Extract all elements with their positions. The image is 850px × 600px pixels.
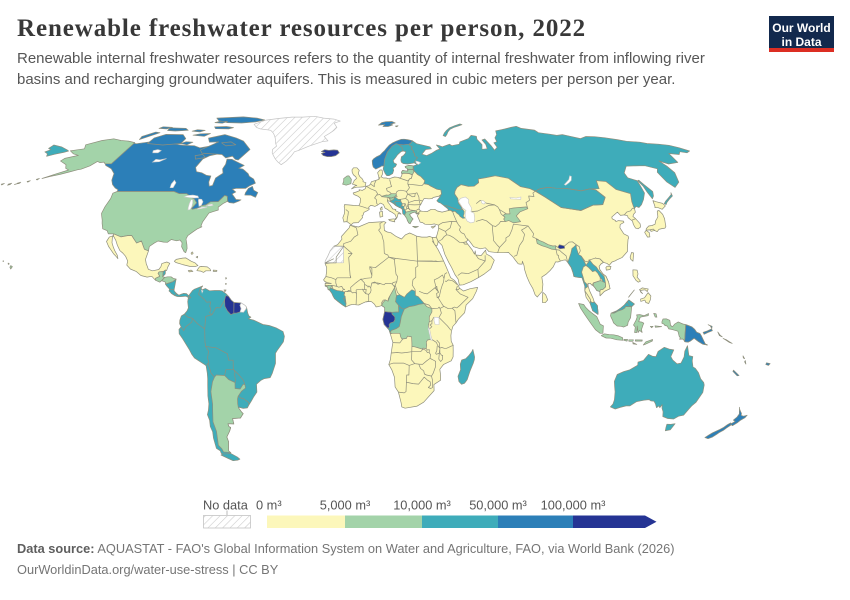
- svg-text:5,000 m³: 5,000 m³: [320, 498, 371, 513]
- svg-text:No data: No data: [203, 498, 249, 513]
- svg-text:10,000 m³: 10,000 m³: [393, 498, 451, 513]
- svg-text:0 m³: 0 m³: [256, 498, 282, 513]
- svg-text:50,000 m³: 50,000 m³: [469, 498, 527, 513]
- svg-text:100,000 m³: 100,000 m³: [541, 498, 606, 513]
